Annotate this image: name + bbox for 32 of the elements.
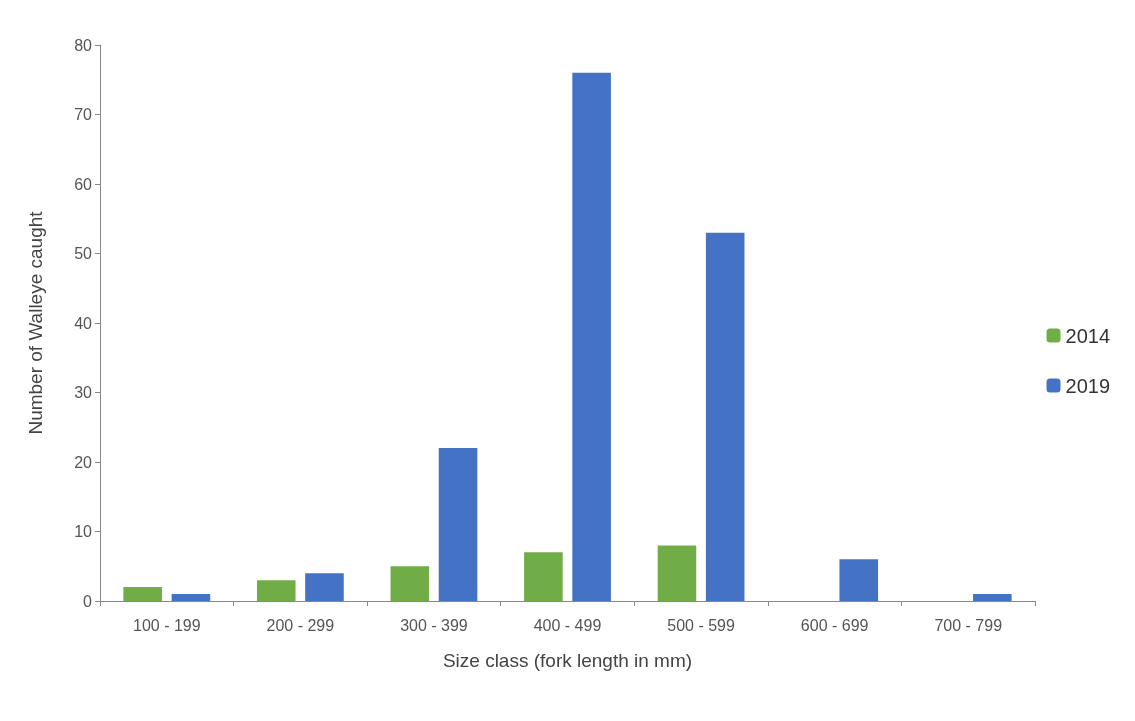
y-tick-label: 60 bbox=[74, 175, 93, 193]
y-tick-label: 20 bbox=[74, 453, 93, 471]
legend-label: 2014 bbox=[1065, 324, 1111, 347]
bar bbox=[839, 559, 879, 601]
y-tick-label: 80 bbox=[74, 36, 93, 54]
x-tick-label: 600 - 699 bbox=[800, 616, 869, 634]
x-tick-label: 100 - 199 bbox=[132, 616, 201, 634]
y-tick-label: 0 bbox=[83, 592, 93, 610]
x-tick-label: 300 - 399 bbox=[400, 616, 468, 634]
y-tick-label: 50 bbox=[74, 245, 93, 262]
x-tick-label: 200 - 299 bbox=[266, 616, 335, 634]
x-tick-label: 400 - 499 bbox=[533, 616, 602, 634]
x-tick-label: 500 - 599 bbox=[667, 616, 735, 634]
bar bbox=[705, 232, 745, 601]
legend-label: 2019 bbox=[1065, 374, 1111, 397]
bar bbox=[973, 594, 1012, 601]
bar bbox=[657, 545, 697, 601]
bar bbox=[524, 552, 563, 601]
bar bbox=[390, 566, 430, 601]
y-axis-title: Number of Walleye caught bbox=[25, 210, 46, 435]
y-tick-label: 30 bbox=[74, 384, 93, 401]
bar bbox=[256, 580, 296, 601]
y-tick-label: 70 bbox=[74, 106, 93, 123]
bar bbox=[171, 594, 211, 601]
x-tick-label: 700 - 799 bbox=[934, 616, 1003, 634]
x-axis-title: Size class (fork length in mm) bbox=[442, 650, 693, 671]
bar bbox=[572, 72, 611, 601]
y-tick-label: 40 bbox=[74, 314, 93, 332]
y-tick-label: 10 bbox=[74, 523, 93, 540]
bar bbox=[123, 587, 162, 601]
bar bbox=[305, 573, 344, 601]
bar bbox=[438, 448, 478, 601]
